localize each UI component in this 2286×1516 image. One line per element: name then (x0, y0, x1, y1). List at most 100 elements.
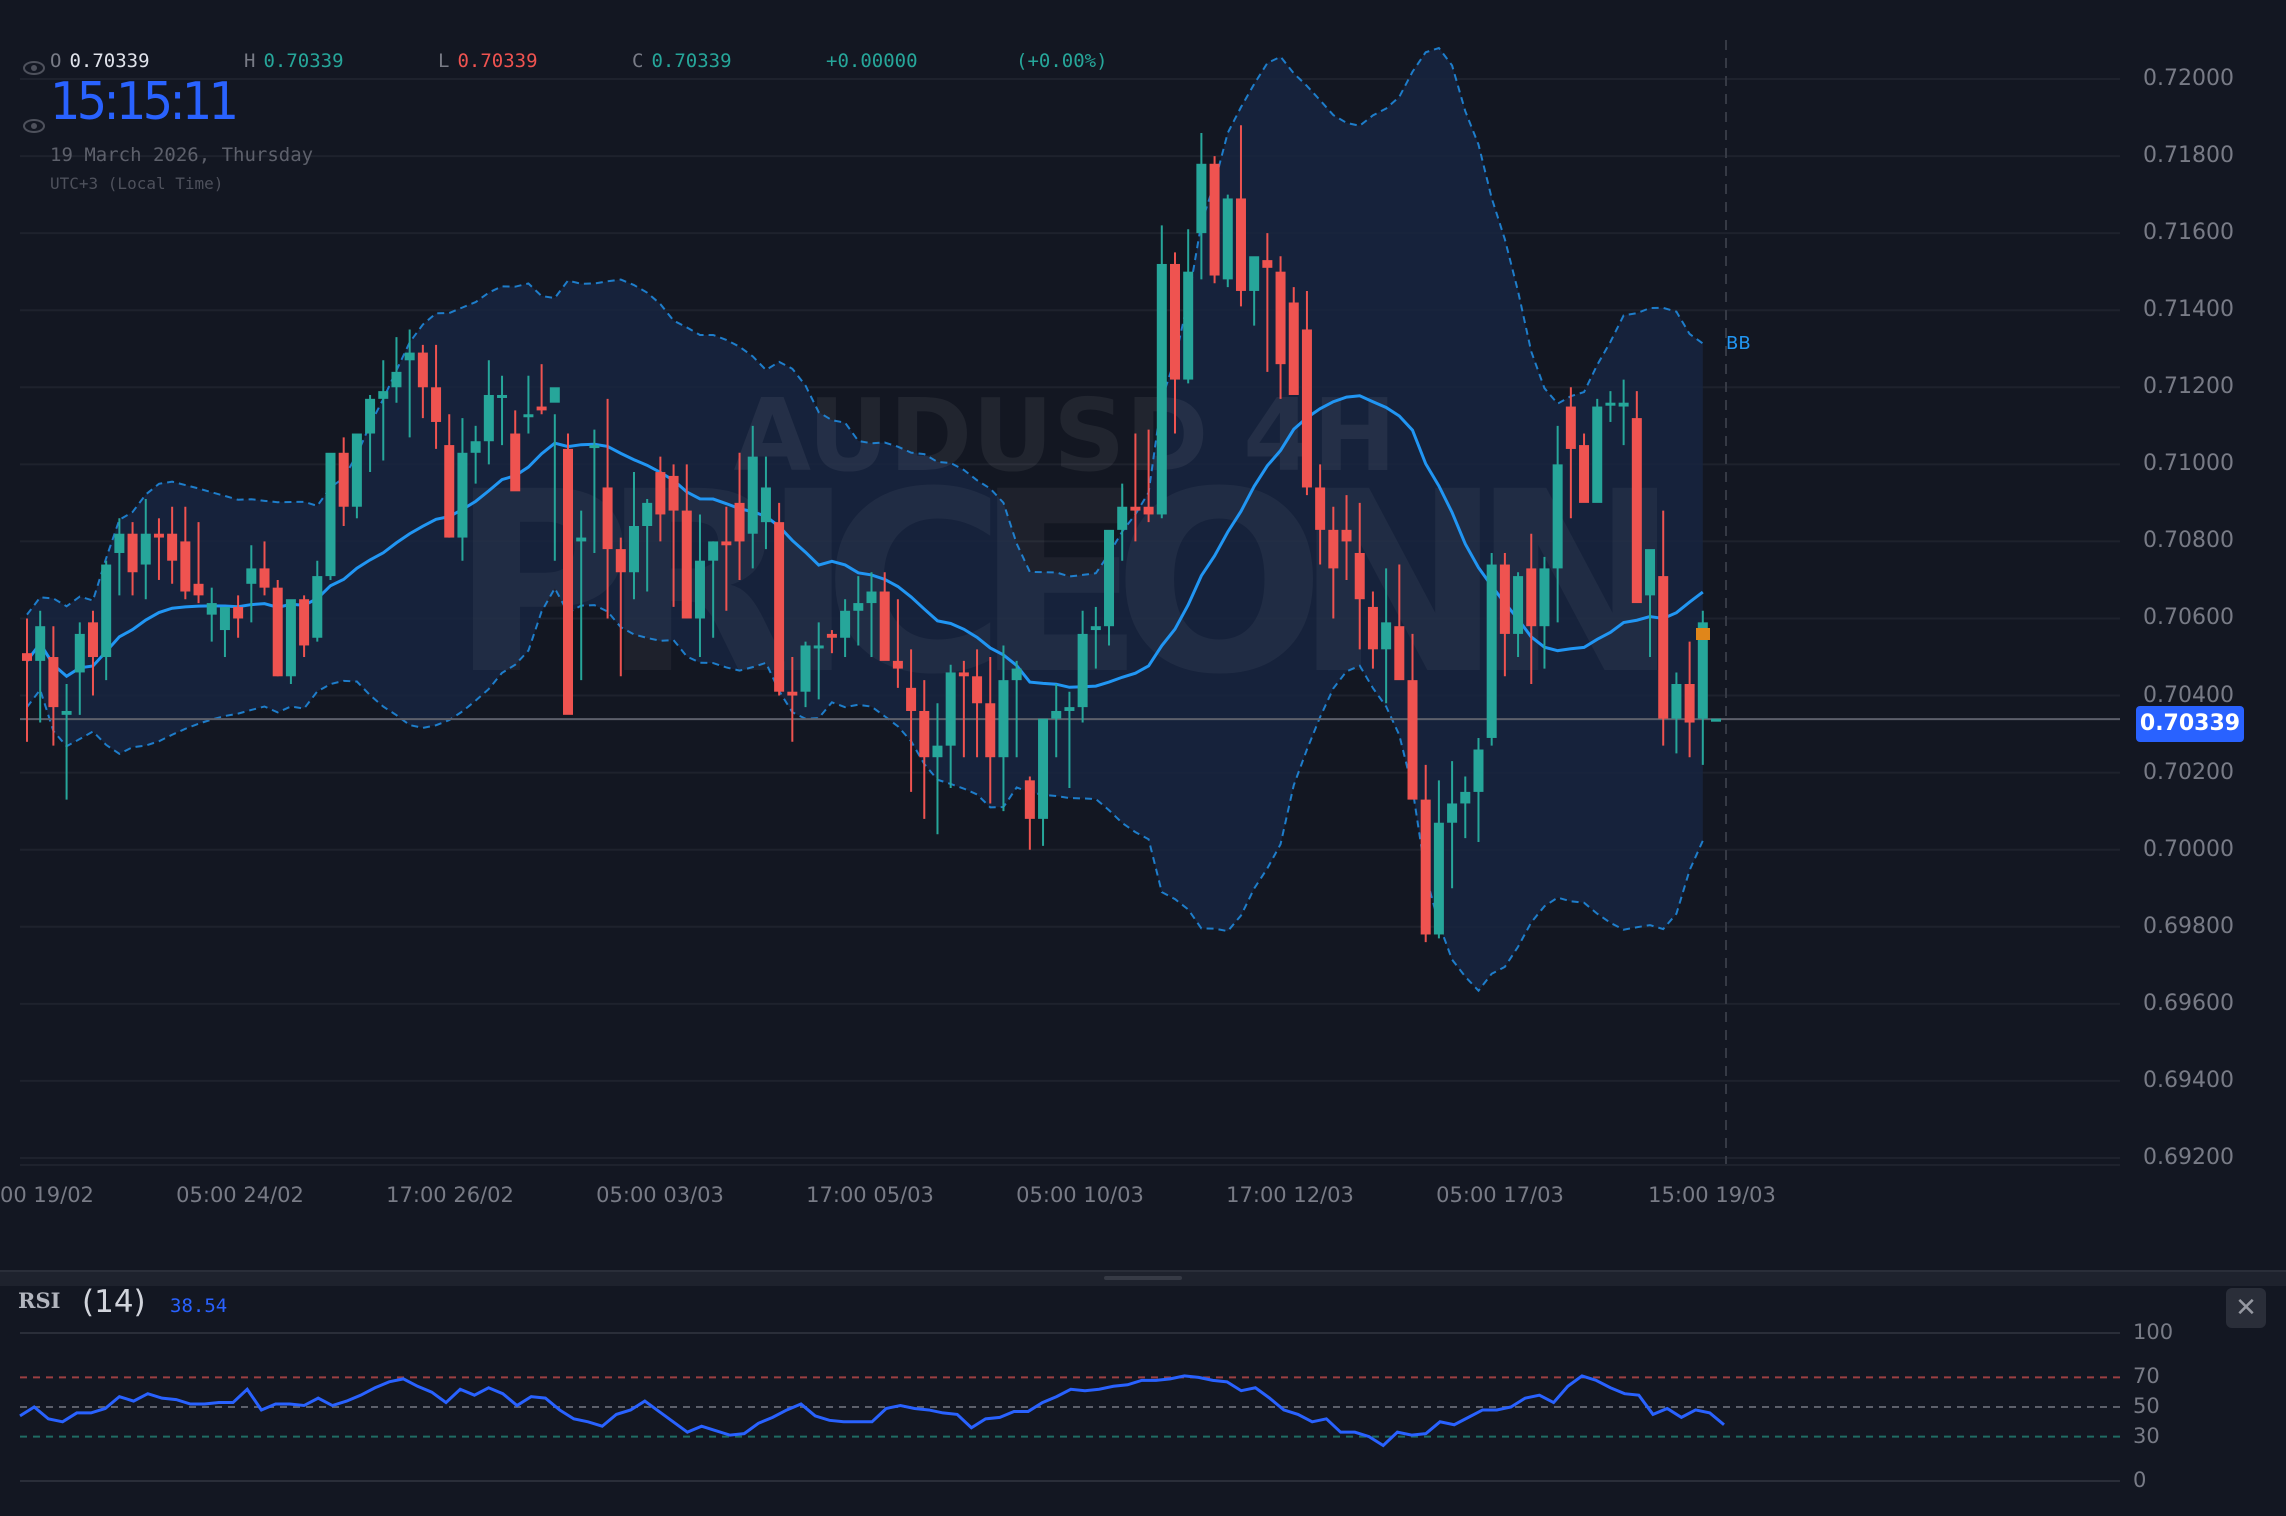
change-value: +0.00000 (826, 50, 918, 72)
candle (1460, 791, 1471, 804)
candle (628, 526, 639, 573)
candle (1381, 622, 1392, 650)
ohlc-l: L 0.70339 (438, 50, 538, 72)
candle (1526, 568, 1537, 627)
rsi-tick: 0 (2133, 1468, 2147, 1492)
candle (497, 394, 508, 398)
candle (233, 606, 244, 619)
candle (219, 606, 230, 631)
candle (312, 576, 323, 638)
close-rsi-button[interactable]: ✕ (2226, 1288, 2266, 1328)
candle (708, 541, 719, 561)
price-tick: 0.69200 (2143, 1144, 2234, 1170)
candle (853, 603, 864, 611)
rsi-tick: 100 (2133, 1320, 2174, 1344)
candle (510, 433, 521, 492)
candle (958, 672, 969, 677)
candle (1645, 549, 1656, 596)
candle (813, 645, 824, 649)
watermark-symbol: AUDUSD 4H (734, 377, 1397, 494)
rsi-value: 38.54 (170, 1295, 228, 1317)
time-tick: 17:00 12/03 (1226, 1183, 1354, 1207)
price-tick: 0.69600 (2143, 990, 2234, 1016)
candle (272, 587, 283, 677)
rsi-tick: 50 (2133, 1394, 2160, 1418)
price-tick: 0.70200 (2143, 759, 2234, 785)
candle (444, 445, 455, 538)
pane-resize-handle[interactable] (1104, 1276, 1182, 1280)
candle (1104, 529, 1115, 627)
candle (22, 653, 32, 661)
candle (523, 414, 534, 418)
candle (35, 626, 46, 661)
candle (642, 502, 653, 527)
candle (1605, 402, 1616, 406)
candle (167, 533, 178, 561)
candle (906, 687, 917, 711)
candle (1024, 780, 1035, 819)
clock-timezone: UTC+3 (Local Time) (50, 174, 224, 193)
candle (1209, 163, 1220, 276)
candle (1156, 263, 1167, 515)
candle (246, 568, 257, 584)
price-tick: 0.71000 (2143, 451, 2234, 477)
candle (140, 533, 151, 565)
price-tick: 0.70400 (2143, 682, 2234, 708)
candle (1262, 260, 1273, 268)
candle (1658, 576, 1669, 719)
candle (1711, 718, 1721, 722)
candle (800, 645, 811, 692)
time-tick: 05:00 03/03 (596, 1183, 724, 1207)
price-tick: 0.70800 (2143, 528, 2234, 554)
candle (48, 657, 59, 708)
visibility-eye-icon[interactable] (22, 118, 46, 134)
candle (866, 591, 877, 604)
candle (391, 371, 402, 388)
bb-indicator-label[interactable]: BB (1726, 333, 1751, 354)
ohlc-o: O 0.70339 (50, 50, 150, 72)
candle (1130, 506, 1141, 511)
candle (259, 568, 270, 588)
candle (1433, 822, 1444, 935)
price-tick: 0.69400 (2143, 1067, 2234, 1093)
time-tick: 17:00 26/02 (386, 1183, 514, 1207)
candle (1473, 749, 1484, 792)
candle (1051, 710, 1062, 719)
candle (127, 533, 138, 573)
candle (1394, 626, 1405, 681)
candle (615, 549, 626, 573)
candle (1354, 552, 1365, 600)
candle (1064, 707, 1075, 711)
candle (1249, 256, 1260, 291)
rsi-line (19, 1374, 1725, 1448)
ohlc-c: C 0.70339 (632, 50, 732, 72)
visibility-eye-icon[interactable] (22, 60, 46, 76)
time-tick: 05:00 10/03 (1016, 1183, 1144, 1207)
clock-time: 15:15:11 (50, 72, 239, 132)
candle (589, 445, 600, 449)
candle (1090, 626, 1101, 631)
rsi-param: (14) (82, 1284, 146, 1320)
candle (1301, 329, 1312, 488)
rsi-title: RSI (18, 1288, 61, 1313)
time-tick: 15:00 19/03 (1648, 1183, 1776, 1207)
candle (1486, 564, 1497, 738)
alert-marker (1696, 628, 1710, 640)
candle (378, 391, 389, 399)
candle (74, 633, 85, 673)
candle (180, 541, 191, 592)
watermark-brand: PRICEONN (450, 438, 1680, 729)
candle (1275, 271, 1286, 365)
candle (483, 394, 494, 442)
candle (1183, 271, 1194, 380)
price-tick: 0.71200 (2143, 374, 2234, 400)
price-tick: 0.69800 (2143, 913, 2234, 939)
candle (694, 560, 705, 619)
candle (1420, 799, 1431, 935)
candle (1513, 576, 1524, 634)
rsi-tick: 70 (2133, 1364, 2160, 1389)
candle (457, 452, 468, 538)
candle (1684, 683, 1695, 723)
candle (365, 398, 376, 434)
